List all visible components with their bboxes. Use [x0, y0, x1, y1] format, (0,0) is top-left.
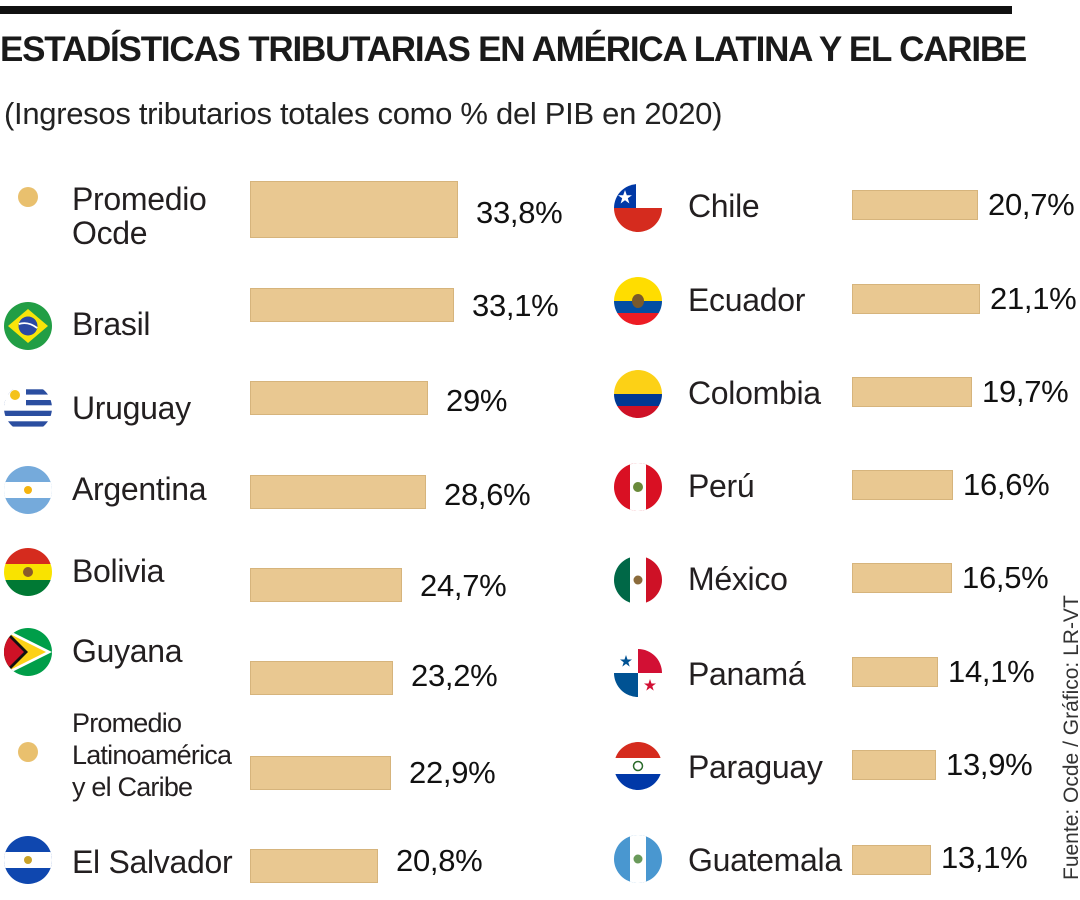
row-label: México — [688, 561, 788, 597]
value-label: 21,1% — [990, 281, 1077, 316]
bar — [852, 750, 936, 780]
chile-flag-icon — [614, 184, 662, 232]
bolivia-flag-icon — [4, 548, 52, 596]
value-label: 33,8% — [476, 195, 563, 230]
peru-flag-icon — [614, 463, 662, 511]
row-label: Guyana — [72, 633, 183, 669]
row-label: Colombia — [688, 375, 821, 411]
row-label: Bolivia — [72, 553, 165, 589]
row-label: Brasil — [72, 306, 151, 342]
el-salvador-flag-icon — [4, 836, 52, 884]
value-label: 19,7% — [982, 374, 1069, 409]
bar — [250, 849, 378, 883]
latam-average-dot-icon — [18, 742, 38, 762]
row-label: Chile — [688, 188, 760, 224]
bar — [250, 568, 402, 602]
bar — [250, 181, 458, 238]
uruguay-flag-icon — [4, 384, 52, 432]
value-label: 16,5% — [962, 560, 1049, 595]
row-label: Panamá — [688, 656, 806, 692]
value-label: 23,2% — [411, 658, 498, 693]
row-label: Argentina — [72, 471, 207, 507]
bar — [250, 288, 454, 322]
row-label: Promedio Latinoamérica y el Caribe — [72, 708, 232, 802]
value-label: 24,7% — [420, 568, 507, 603]
bar — [852, 377, 972, 407]
bar — [250, 381, 428, 415]
bar — [250, 756, 391, 790]
row-label: Perú — [688, 468, 755, 504]
bar — [852, 470, 953, 500]
value-label: 33,1% — [472, 288, 559, 323]
row-label: Paraguay — [688, 749, 823, 785]
value-label: 22,9% — [409, 755, 496, 790]
chart-title: ESTADÍSTICAS TRIBUTARIAS EN AMÉRICA LATI… — [0, 30, 1027, 69]
guatemala-flag-icon — [614, 835, 662, 883]
value-label: 14,1% — [948, 654, 1035, 689]
bar — [852, 190, 978, 220]
bar — [852, 657, 938, 687]
bar — [852, 563, 952, 593]
row-label: El Salvador — [72, 844, 233, 880]
oecd-average-dot-icon — [18, 187, 38, 207]
value-label: 20,8% — [396, 843, 483, 878]
value-label: 20,7% — [988, 187, 1075, 222]
value-label: 29% — [446, 383, 508, 418]
brazil-flag-icon — [4, 302, 52, 350]
chart-subtitle: (Ingresos tributarios totales como % del… — [4, 96, 723, 131]
colombia-flag-icon — [614, 370, 662, 418]
ecuador-flag-icon — [614, 277, 662, 325]
mexico-flag-icon — [614, 556, 662, 604]
value-label: 16,6% — [963, 467, 1050, 502]
value-label: 13,9% — [946, 747, 1033, 782]
guyana-flag-icon — [4, 628, 52, 676]
row-label: Uruguay — [72, 390, 191, 426]
row-label: Ecuador — [688, 282, 806, 318]
source-credit: Fuente: Ocde / Gráfico: LR-VT — [1060, 595, 1080, 880]
panama-flag-icon — [614, 649, 662, 697]
bar — [250, 475, 426, 509]
bar — [852, 284, 980, 314]
top-rule — [0, 6, 1012, 14]
bar — [250, 661, 393, 695]
paraguay-flag-icon — [614, 742, 662, 790]
row-label: Promedio Ocde — [72, 181, 207, 251]
argentina-flag-icon — [4, 466, 52, 514]
row-label: Guatemala — [688, 842, 842, 878]
value-label: 28,6% — [444, 477, 531, 512]
value-label: 13,1% — [941, 840, 1028, 875]
bar — [852, 845, 931, 875]
